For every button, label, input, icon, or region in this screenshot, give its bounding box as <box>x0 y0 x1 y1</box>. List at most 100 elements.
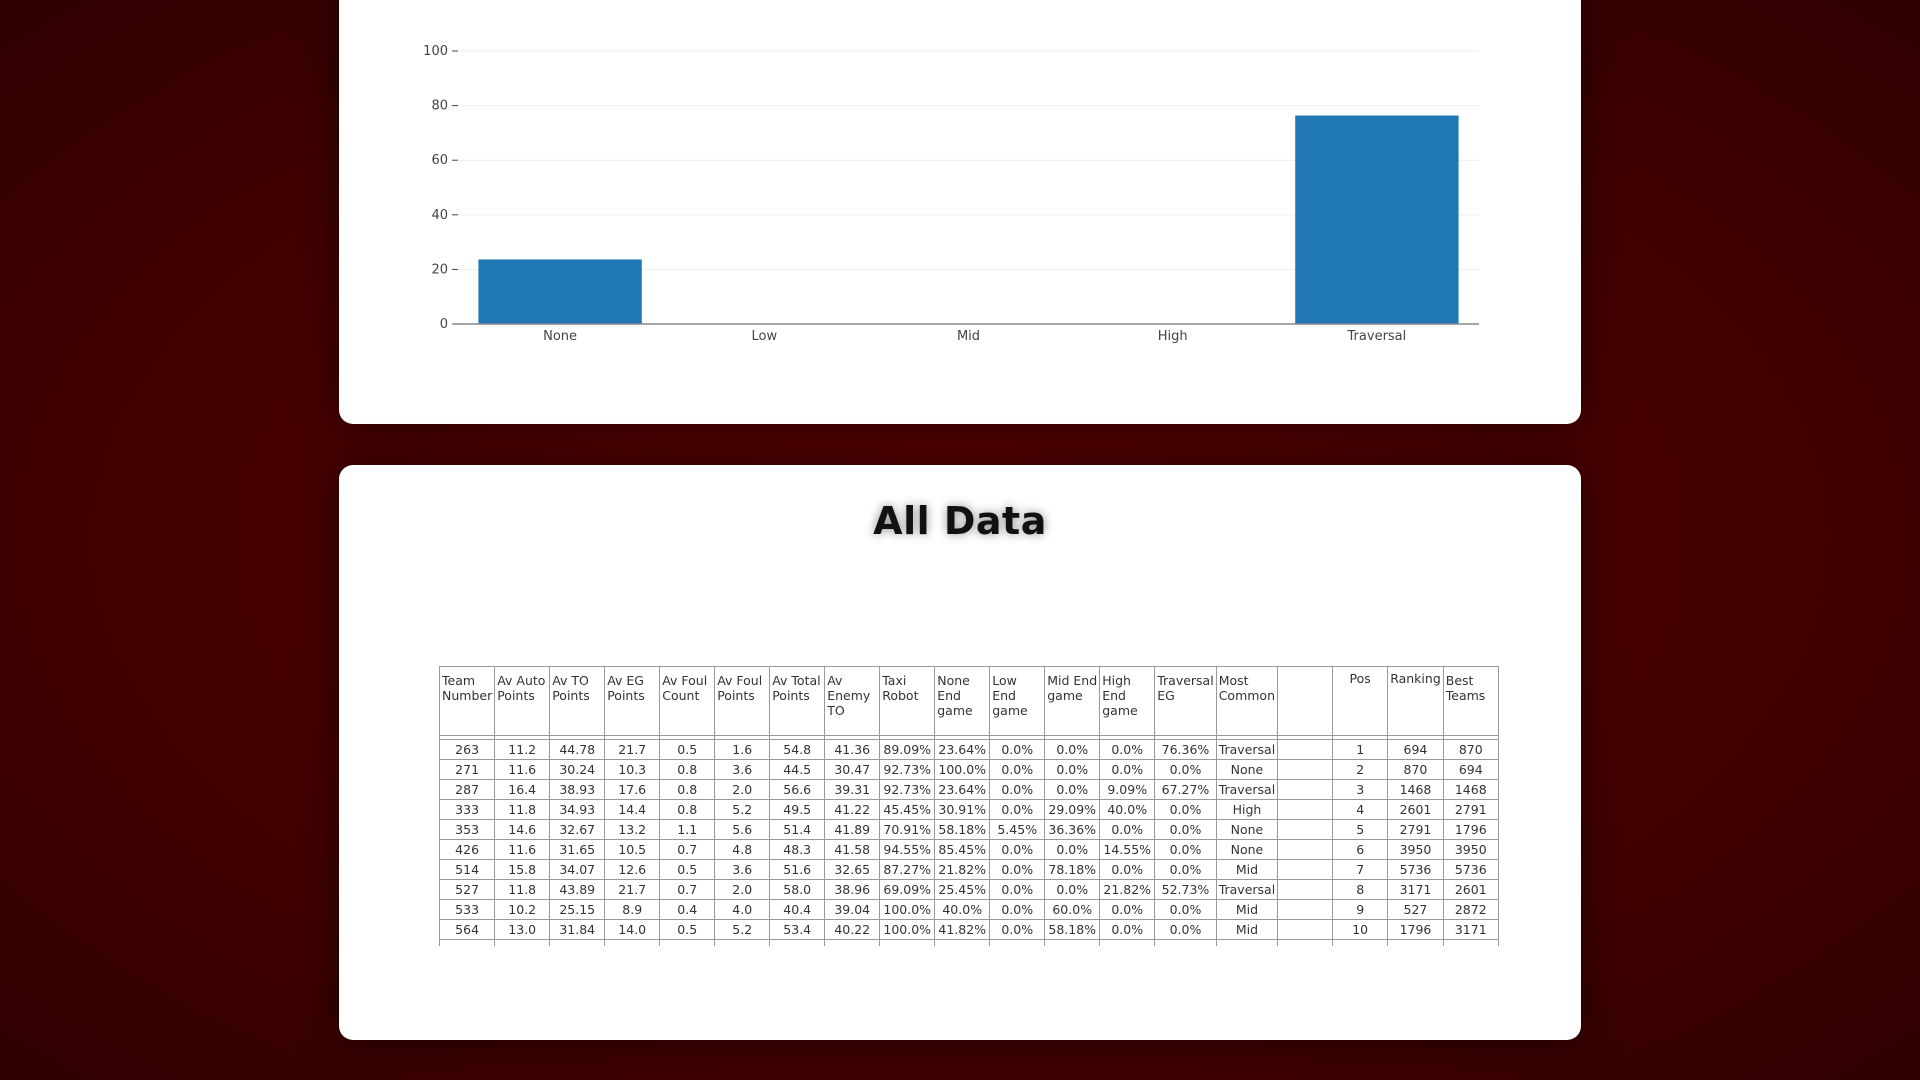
table-cell: 92.73% <box>879 759 936 780</box>
table-cell: 0.0% <box>1154 919 1217 940</box>
table-cell <box>1277 859 1334 880</box>
table-cell: 0.0% <box>1154 819 1217 840</box>
table-cell: 10.2 <box>494 899 551 920</box>
table-cell: 694 <box>1387 739 1444 760</box>
tail-cell <box>1044 939 1101 946</box>
table-cell: 92.73% <box>879 779 936 800</box>
column-header[interactable]: High End game <box>1099 666 1156 736</box>
table-row: 514 15.8 34.07 12.6 0.5 3.6 51.6 32.65 87.27% 21.… <box>438 859 1499 880</box>
tail-cell <box>1099 939 1156 946</box>
table-cell <box>1277 799 1334 820</box>
table-cell: 30.47 <box>824 759 881 780</box>
table-cell: 9 <box>1332 899 1389 920</box>
tail-cell <box>1332 939 1389 946</box>
table-cell: 40.4 <box>769 899 826 920</box>
table-row: 527 11.8 43.89 21.7 0.7 2.0 58.0 38.96 69.09% 25.… <box>438 879 1499 900</box>
table-cell: 5736 <box>1387 859 1444 880</box>
table-cell: 53.4 <box>769 919 826 940</box>
table-cell: 38.93 <box>549 779 606 800</box>
table-cell: Mid <box>1215 859 1279 880</box>
table-cell: 564 <box>438 919 496 940</box>
table-cell: 1796 <box>1387 919 1444 940</box>
table-cell: 11.6 <box>494 839 551 860</box>
spacer-cell <box>438 735 496 740</box>
spacer-cell <box>1332 735 1389 740</box>
table-cell: 41.89 <box>824 819 881 840</box>
table-cell: 6 <box>1332 839 1389 860</box>
table-cell: 1796 <box>1442 819 1499 840</box>
table-cell: 0.0% <box>1099 819 1156 840</box>
table-cell: 0.0% <box>1154 839 1217 860</box>
y-tick-label: 20 <box>431 262 448 277</box>
table-cell: 31.84 <box>549 919 606 940</box>
table-cell: 0.0% <box>1154 899 1217 920</box>
tail-cell <box>659 939 716 946</box>
table-cell: 0.5 <box>659 739 716 760</box>
column-header[interactable]: Mid End game <box>1044 666 1101 736</box>
column-header[interactable]: Best Teams <box>1442 666 1499 736</box>
column-header[interactable]: Taxi Robot <box>879 666 936 736</box>
table-cell: 10.3 <box>604 759 661 780</box>
column-header[interactable]: Av Auto Points <box>494 666 551 736</box>
bar-traversal <box>1295 115 1459 324</box>
table-cell: 51.6 <box>769 859 826 880</box>
column-header[interactable]: Av Enemy TO <box>824 666 881 736</box>
table-cell: 23.64% <box>934 739 991 760</box>
column-header[interactable]: Av Total Points <box>769 666 826 736</box>
column-header[interactable]: Team Number <box>438 666 496 736</box>
table-cell: 31.65 <box>549 839 606 860</box>
column-header[interactable]: Pos <box>1332 666 1389 736</box>
table-cell: 2601 <box>1442 879 1499 900</box>
table-cell: 3.6 <box>714 759 771 780</box>
table-cell: 0.0% <box>1154 759 1217 780</box>
column-header[interactable]: Most Common <box>1215 666 1279 736</box>
table-cell: 5736 <box>1442 859 1499 880</box>
column-header[interactable] <box>1277 666 1334 736</box>
table-cell <box>1277 839 1334 860</box>
table-cell <box>1277 899 1334 920</box>
column-header[interactable]: Av EG Points <box>604 666 661 736</box>
tail-cell <box>824 939 881 946</box>
table-cell: 16.4 <box>494 779 551 800</box>
column-header[interactable]: Low End game <box>989 666 1046 736</box>
column-header[interactable]: Av Foul Count <box>659 666 716 736</box>
table-cell: 0.4 <box>659 899 716 920</box>
column-header[interactable]: None End game <box>934 666 991 736</box>
table-cell: 0.0% <box>989 859 1046 880</box>
tail-cell <box>1215 939 1279 946</box>
tail-cell <box>1154 939 1217 946</box>
table-row: 426 11.6 31.65 10.5 0.7 4.8 48.3 41.58 94.55% 85.… <box>438 839 1499 860</box>
table-cell: 94.55% <box>879 839 936 860</box>
table-cell: 3950 <box>1387 839 1444 860</box>
table-cell: 89.09% <box>879 739 936 760</box>
table-cell: None <box>1215 839 1279 860</box>
table-cell: 3171 <box>1387 879 1444 900</box>
column-header[interactable]: Traversal EG <box>1154 666 1217 736</box>
table-cell: 36.36% <box>1044 819 1101 840</box>
table-cell: 25.45% <box>934 879 991 900</box>
table-cell: 14.0 <box>604 919 661 940</box>
table-cell: 100.0% <box>879 919 936 940</box>
tail-cell <box>494 939 551 946</box>
table-cell: 32.65 <box>824 859 881 880</box>
column-header[interactable]: Av Foul Points <box>714 666 771 736</box>
table-cell: 271 <box>438 759 496 780</box>
table-cell: Traversal <box>1215 779 1279 800</box>
table-cell: 30.91% <box>934 799 991 820</box>
column-header[interactable]: Ranking <box>1387 666 1444 736</box>
table-row: 271 11.6 30.24 10.3 0.8 3.6 44.5 30.47 92.73% 100… <box>438 759 1499 780</box>
tail-cell <box>1387 939 1444 946</box>
table-cell: 48.3 <box>769 839 826 860</box>
table-cell: 41.82% <box>934 919 991 940</box>
table-cell: 52.73% <box>1154 879 1217 900</box>
table-row: 333 11.8 34.93 14.4 0.8 5.2 49.5 41.22 45.45% 30.… <box>438 799 1499 820</box>
table-cell: 0.0% <box>989 739 1046 760</box>
tail-cell <box>1442 939 1499 946</box>
table-cell: 15.8 <box>494 859 551 880</box>
table-cell: 0.0% <box>1099 899 1156 920</box>
table-cell: 30.24 <box>549 759 606 780</box>
x-category-label: Traversal <box>1347 329 1407 344</box>
table-cell: 0.0% <box>1099 919 1156 940</box>
column-header[interactable]: Av TO Points <box>549 666 606 736</box>
table-cell: 5.2 <box>714 919 771 940</box>
